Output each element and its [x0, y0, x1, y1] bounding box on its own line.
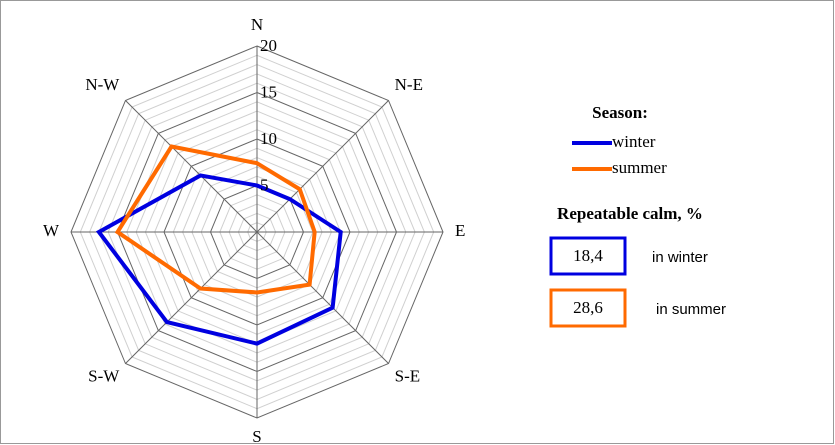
r-tick-label: 10: [260, 129, 277, 148]
spoke: [256, 100, 389, 233]
calm-label: in winter: [652, 249, 708, 266]
category-label: S-W: [88, 367, 120, 386]
spoke: [256, 231, 389, 364]
series-line: [114, 144, 317, 295]
spoke: [125, 100, 258, 233]
r-tick-label: 5: [260, 175, 269, 194]
category-label: N-E: [395, 75, 423, 94]
category-label: N-W: [85, 75, 120, 94]
calm-box: [549, 236, 627, 276]
legend-label: summer: [612, 158, 667, 177]
r-tick-label: 15: [260, 82, 277, 101]
category-label: S: [252, 427, 261, 445]
r-tick-label: 20: [260, 36, 277, 55]
category-label: N: [251, 15, 263, 34]
category-label: E: [455, 221, 465, 240]
calm-value: 28,6: [573, 298, 603, 317]
category-label: W: [43, 221, 60, 240]
spoke: [125, 231, 258, 364]
legend-label: winter: [612, 132, 656, 151]
legend-title: Season:: [592, 103, 648, 122]
calm-title: Repeatable calm, %: [557, 204, 703, 223]
calm-value: 18,4: [573, 246, 603, 265]
calm-box: [549, 288, 627, 328]
category-label: S-E: [395, 367, 421, 386]
calm-label: in summer: [656, 301, 726, 318]
